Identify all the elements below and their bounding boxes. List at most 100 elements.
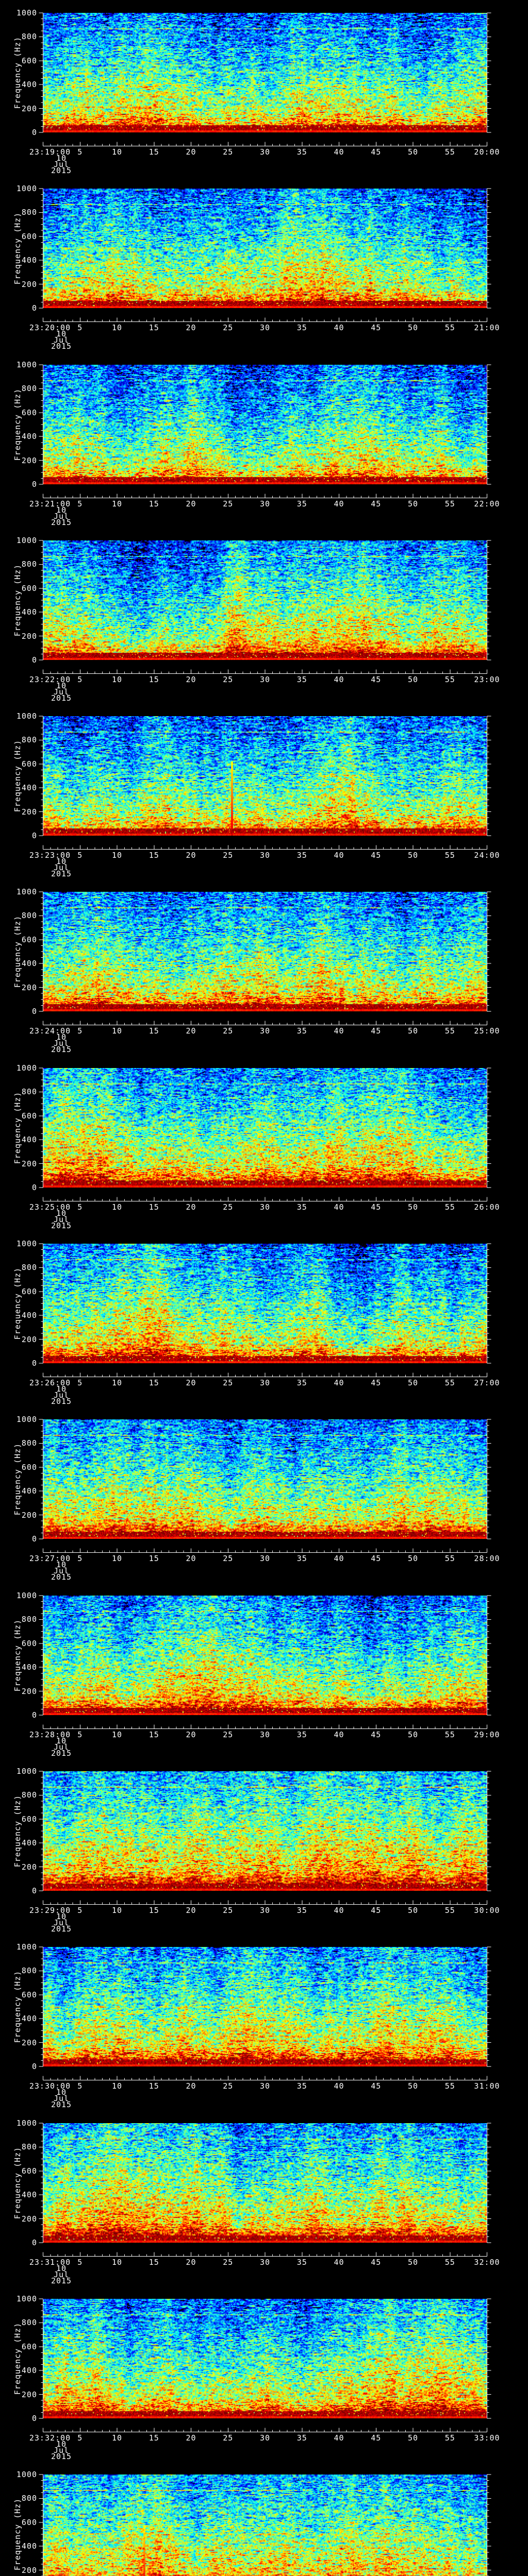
panel-end-time-label: 26:00 — [474, 1202, 500, 1212]
x-tick-label: 45 — [371, 675, 382, 684]
date-line: 10 — [56, 154, 67, 163]
panel-end-time-label: 23:00 — [474, 675, 500, 684]
date-line: Jul — [53, 2094, 70, 2103]
spectrogram-canvas — [43, 1771, 487, 1891]
y-tick-label: 200 — [21, 1159, 37, 1168]
y-tick-label: 200 — [21, 279, 37, 289]
panel-axes — [39, 12, 491, 146]
y-tick-label: 1000 — [16, 1591, 37, 1600]
spectrogram-canvas — [43, 1947, 487, 2066]
x-tick-label: 40 — [334, 1554, 344, 1563]
date-label: 10 Jul 2015 — [51, 2089, 72, 2109]
date-line: 10 — [56, 1912, 67, 1921]
x-tick-label: 55 — [444, 1026, 455, 1036]
x-tick-label: 25 — [223, 1906, 234, 1915]
spectrogram-panel: Frequency (Hz) 1000 800 600 400 200 0 23:29:00 5… — [0, 1758, 528, 1935]
x-tick-label: 15 — [148, 851, 159, 860]
x-tick-label: 30 — [259, 675, 271, 684]
x-tick-label: 5 — [77, 675, 83, 684]
date-label: 10 Jul 2015 — [51, 1385, 72, 1406]
y-tick-label: 0 — [31, 1359, 37, 1368]
x-tick-label: 15 — [148, 2258, 159, 2267]
x-tick-label: 35 — [296, 1202, 307, 1212]
x-tick-label: 50 — [407, 499, 419, 509]
x-tick-label: 5 — [77, 1026, 83, 1036]
spectrogram-panel: Frequency (Hz) 1000 800 600 400 200 0 23:19:00 5… — [0, 0, 528, 176]
x-tick-label: 10 — [111, 1202, 123, 1212]
x-tick-label: 5 — [77, 1378, 83, 1387]
date-line: 10 — [56, 2264, 67, 2273]
date-label: 10 Jul 2015 — [51, 2441, 72, 2461]
y-tick-label: 0 — [31, 2238, 37, 2247]
x-tick-label: 40 — [334, 2081, 344, 2091]
y-tick-label: 200 — [21, 2389, 37, 2399]
date-label: 10 Jul 2015 — [51, 858, 72, 878]
x-tick-label: 45 — [371, 1378, 382, 1387]
panel-start-time-label: 23:26:00 — [29, 1378, 71, 1387]
x-tick-label: 35 — [296, 1026, 307, 1036]
x-tick-label: 20 — [186, 2081, 196, 2091]
spectrogram-panel: Frequency (Hz) 1000 800 600 400 200 0 23:27:00 5… — [0, 1406, 528, 1583]
x-tick-label: 10 — [111, 1378, 123, 1387]
y-tick-label: 200 — [21, 807, 37, 817]
date-label: 10 Jul 2015 — [51, 682, 72, 702]
x-tick-label: 15 — [148, 1202, 159, 1212]
y-tick-label: 1000 — [16, 1767, 37, 1776]
x-tick-label: 30 — [259, 2433, 271, 2443]
date-line: Jul — [53, 2446, 70, 2455]
date-line: 2015 — [51, 1397, 72, 1406]
x-tick-label: 55 — [444, 1202, 455, 1212]
y-tick-label: 600 — [21, 1990, 37, 1999]
spectrogram-canvas — [43, 2299, 487, 2418]
date-label: 10 Jul 2015 — [51, 1912, 72, 1933]
panel-end-time-label: 30:00 — [474, 1906, 500, 1915]
x-tick-label: 35 — [296, 2081, 307, 2091]
x-tick-label: 15 — [148, 499, 159, 509]
spectrogram-canvas — [43, 1068, 487, 1188]
x-tick-label: 45 — [371, 1554, 382, 1563]
x-tick-label: 10 — [111, 323, 123, 332]
spectrogram-panel: Frequency (Hz) 1000 800 600 400 200 0 23:26:00 5… — [0, 1231, 528, 1407]
y-tick-label: 1000 — [16, 711, 37, 721]
y-tick-label: 1000 — [16, 536, 37, 545]
date-line: 2015 — [51, 518, 72, 527]
panel-end-time-label: 28:00 — [474, 1554, 500, 1563]
x-tick-label: 20 — [186, 1730, 196, 1739]
x-tick-label: 45 — [371, 499, 382, 509]
x-tick-label: 35 — [296, 1554, 307, 1563]
y-tick-label: 800 — [21, 1790, 37, 1800]
y-tick-label: 800 — [21, 2142, 37, 2152]
date-line: 2015 — [51, 342, 72, 351]
y-tick-label: 200 — [21, 631, 37, 641]
y-tick-label: 0 — [31, 831, 37, 840]
panel-axes — [39, 2474, 491, 2576]
y-tick-label: 0 — [31, 1007, 37, 1016]
x-tick-label: 55 — [444, 499, 455, 509]
x-tick-label: 40 — [334, 499, 344, 509]
y-tick-label: 0 — [31, 303, 37, 313]
x-tick-label: 50 — [407, 1202, 419, 1212]
y-tick-label: 600 — [21, 935, 37, 944]
y-tick-label: 400 — [21, 1838, 37, 1848]
panel-start-time-label: 23:28:00 — [29, 1730, 71, 1739]
x-tick-label: 50 — [407, 2258, 419, 2267]
x-tick-label: 10 — [111, 1906, 123, 1915]
x-tick-label: 20 — [186, 323, 196, 332]
x-tick-label: 20 — [186, 851, 196, 860]
panel-axes — [39, 1243, 491, 1377]
y-tick-label: 600 — [21, 1638, 37, 1648]
panel-start-time-label: 23:30:00 — [29, 2081, 71, 2091]
x-tick-label: 30 — [259, 323, 271, 332]
y-tick-label: 400 — [21, 432, 37, 442]
x-tick-label: 35 — [296, 1906, 307, 1915]
x-tick-label: 50 — [407, 323, 419, 332]
panel-start-time-label: 23:25:00 — [29, 1202, 71, 1212]
y-tick-label: 1000 — [16, 1063, 37, 1073]
x-tick-label: 55 — [444, 2258, 455, 2267]
date-line: 10 — [56, 505, 67, 515]
y-tick-label: 800 — [21, 208, 37, 217]
date-line: 10 — [56, 1209, 67, 1218]
date-line: 10 — [56, 329, 67, 338]
spectrogram-canvas — [43, 365, 487, 484]
